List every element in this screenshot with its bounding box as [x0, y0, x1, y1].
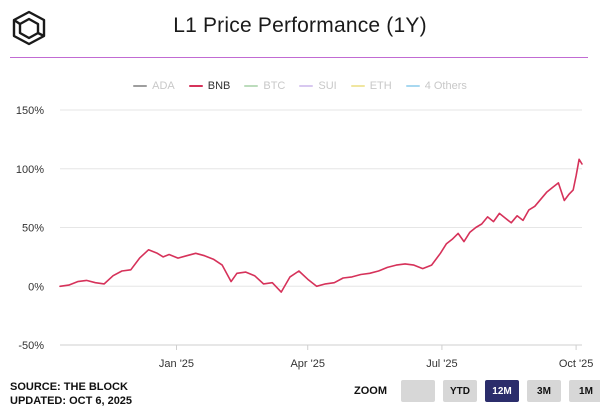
y-axis: 150% 100% 50% 0% -50% — [16, 105, 44, 352]
y-tick-label: 100% — [16, 164, 44, 176]
y-tick-label: 150% — [16, 105, 44, 117]
chart-title: L1 Price Performance (1Y) — [173, 14, 427, 37]
legend-label: BTC — [263, 80, 286, 92]
legend-item-ada[interactable]: ADA — [133, 78, 175, 94]
zoom-label: ZOOM — [354, 385, 387, 397]
x-tick-label: Jan '25 — [159, 358, 194, 370]
legend-label: ETH — [369, 80, 392, 92]
legend-label: BNB — [207, 80, 231, 92]
y-tick-label: 0% — [28, 281, 44, 293]
zoom-button-1m[interactable]: 1M — [569, 380, 600, 402]
legend-swatch-icon — [244, 85, 259, 87]
source-text: SOURCE: THE BLOCK — [10, 381, 128, 393]
grid-lines — [60, 109, 582, 346]
x-tick-label: Apr '25 — [290, 358, 325, 370]
zoom-controls: ZOOM YTD 12M 3M 1M — [354, 380, 600, 402]
zoom-button-ytd[interactable]: YTD — [443, 380, 477, 402]
series-layer — [59, 158, 583, 293]
header: L1 Price Performance (1Y) — [0, 0, 600, 56]
legend-label: ADA — [152, 80, 175, 92]
legend-item-bnb[interactable]: BNB — [188, 78, 231, 94]
chart-legend: ADA BNB BTC SUI ETH 4 Others — [0, 78, 600, 94]
x-tick-label: Oct '25 — [559, 358, 594, 370]
y-tick-label: 50% — [22, 223, 44, 235]
zoom-button-12m[interactable]: 12M — [485, 380, 519, 402]
legend-swatch-icon — [133, 85, 148, 87]
legend-item-sui[interactable]: SUI — [299, 78, 337, 94]
legend-swatch-icon — [188, 85, 203, 87]
zoom-button-3m[interactable]: 3M — [527, 380, 561, 402]
x-tick-label: Jul '25 — [426, 358, 457, 370]
legend-item-eth[interactable]: ETH — [350, 78, 392, 94]
legend-swatch-icon — [405, 85, 420, 87]
y-tick-label: -50% — [18, 340, 44, 352]
series-line-bnb — [59, 158, 583, 293]
legend-item-btc[interactable]: BTC — [244, 78, 285, 94]
source-note: SOURCE: THE BLOCK UPDATED: OCT 6, 2025 — [10, 380, 132, 408]
updated-text: UPDATED: OCT 6, 2025 — [10, 395, 133, 407]
legend-item-others[interactable]: 4 Others — [405, 78, 467, 94]
x-axis: Jan '25 Apr '25 Jul '25 Oct '25 — [60, 344, 594, 370]
header-divider — [10, 57, 588, 58]
legend-label: 4 Others — [424, 80, 467, 92]
legend-label: SUI — [318, 80, 337, 92]
legend-swatch-icon — [299, 85, 314, 87]
zoom-button-blank[interactable] — [401, 380, 435, 402]
the-block-logo-icon[interactable] — [11, 10, 47, 46]
price-performance-chart[interactable]: 150% 100% 50% 0% -50% Jan '25 Apr '25 Jul '25 O… — [0, 96, 600, 372]
legend-swatch-icon — [350, 85, 365, 87]
